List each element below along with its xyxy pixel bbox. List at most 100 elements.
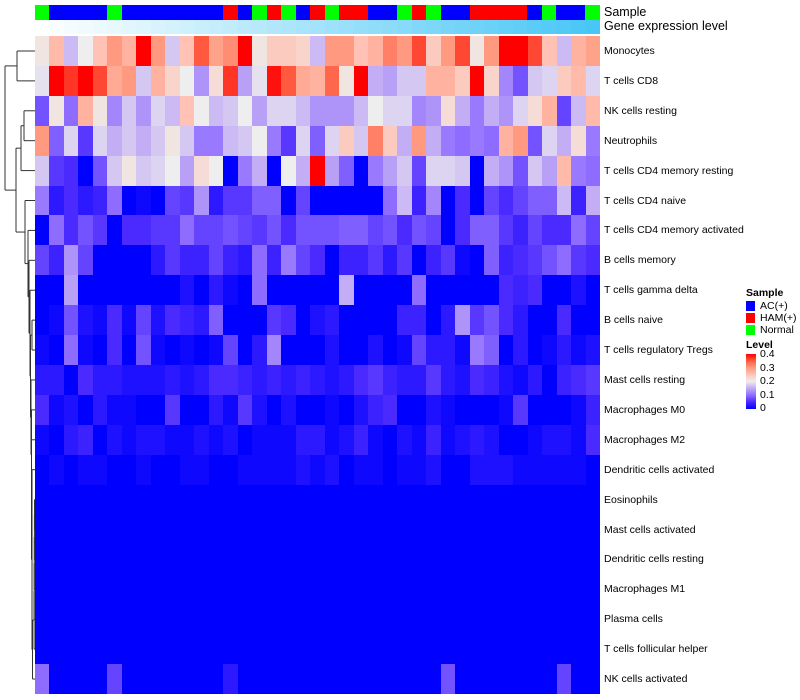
heatmap-cell <box>78 95 93 126</box>
heatmap-cell <box>179 484 195 515</box>
heatmap-cell <box>310 36 325 66</box>
heatmap-cell <box>556 335 572 365</box>
heatmap-cell <box>121 95 137 126</box>
heatmap-cell <box>382 36 398 66</box>
heatmap-cell <box>542 245 557 276</box>
heatmap-cell <box>310 484 325 515</box>
heatmap-cell <box>455 305 470 336</box>
sample-annotation-cell <box>411 5 427 20</box>
heatmap-cell <box>266 364 282 395</box>
heatmap-cell <box>295 364 311 395</box>
heatmap-cell <box>513 394 528 425</box>
heatmap-cell <box>150 36 166 66</box>
gene-annotation-cell <box>194 20 209 34</box>
heatmap-cell <box>455 574 470 605</box>
heatmap-cell <box>237 664 253 694</box>
heatmap-cell <box>571 574 586 605</box>
heatmap-cell <box>498 65 514 96</box>
heatmap-cell <box>556 36 572 66</box>
heatmap-cell <box>252 335 267 365</box>
heatmap-cell <box>295 394 311 425</box>
heatmap-cell <box>179 454 195 485</box>
heatmap-cell <box>121 514 137 545</box>
heatmap-cell <box>556 155 572 186</box>
heatmap-cell <box>223 155 238 186</box>
heatmap-cell <box>498 664 514 694</box>
heatmap-cell <box>411 634 427 665</box>
heatmap-cell <box>78 574 93 605</box>
heatmap-cell <box>150 335 166 365</box>
heatmap-cell <box>498 95 514 126</box>
heatmap-cell <box>237 215 253 246</box>
heatmap-cell <box>339 125 354 156</box>
heatmap-cell <box>571 335 586 365</box>
heatmap-cell <box>49 574 64 605</box>
sample-annotation-cell <box>324 5 340 20</box>
heatmap-cell <box>194 634 209 665</box>
heatmap-cell <box>556 574 572 605</box>
heatmap-cell <box>513 185 528 216</box>
heatmap-cell <box>368 335 383 365</box>
heatmap-cell <box>63 65 79 96</box>
heatmap-cell <box>426 514 441 545</box>
heatmap-cell <box>440 95 456 126</box>
heatmap-cell <box>165 424 180 455</box>
heatmap-cell <box>208 424 224 455</box>
heatmap-cell <box>136 245 151 276</box>
row-label: B cells naive <box>604 314 663 327</box>
heatmap-cell <box>397 155 412 186</box>
sample-annotation-cell <box>223 5 238 20</box>
heatmap-cell <box>63 36 79 66</box>
heatmap-cell <box>136 364 151 395</box>
heatmap-cell <box>498 125 514 156</box>
heatmap-cell <box>484 275 499 306</box>
heatmap-cell <box>339 335 354 365</box>
sample-annotation-cell <box>382 5 398 20</box>
gene-annotation-cell <box>484 20 499 34</box>
heatmap-cell <box>397 634 412 665</box>
heatmap-cell <box>266 36 282 66</box>
heatmap-cell <box>556 95 572 126</box>
heatmap-cell <box>150 215 166 246</box>
heatmap-cell <box>426 574 441 605</box>
heatmap-cell <box>49 664 64 694</box>
heatmap-cell <box>266 604 282 635</box>
heatmap-cell <box>513 335 528 365</box>
heatmap-cell <box>107 574 122 605</box>
heatmap-cell <box>295 664 311 694</box>
heatmap-cell <box>411 155 427 186</box>
legend-swatch-normal <box>746 325 755 335</box>
heatmap-cell <box>136 65 151 96</box>
heatmap-cell <box>295 424 311 455</box>
legend-swatch-ham <box>746 313 755 323</box>
heatmap-cell <box>179 245 195 276</box>
heatmap-cell <box>455 95 470 126</box>
heatmap-cell <box>252 484 267 515</box>
heatmap-cell <box>121 664 137 694</box>
row-label: B cells memory <box>604 254 676 267</box>
heatmap-cell <box>179 125 195 156</box>
heatmap-cell <box>382 155 398 186</box>
sample-annotation-cell <box>585 5 600 20</box>
heatmap-cell <box>281 424 296 455</box>
heatmap-cell <box>92 215 108 246</box>
heatmap-cell <box>542 574 557 605</box>
heatmap-cell <box>194 95 209 126</box>
heatmap-cell <box>252 185 267 216</box>
heatmap-cell <box>324 604 340 635</box>
heatmap-cell <box>165 305 180 336</box>
heatmap-cell <box>121 36 137 66</box>
heatmap-cell <box>78 245 93 276</box>
heatmap-cell <box>63 454 79 485</box>
heatmap-cell <box>295 185 311 216</box>
heatmap-cell <box>339 454 354 485</box>
heatmap-cell <box>281 215 296 246</box>
heatmap-cell <box>150 394 166 425</box>
heatmap-cell <box>368 364 383 395</box>
heatmap-cell <box>469 305 485 336</box>
heatmap-cell <box>513 215 528 246</box>
heatmap-cell <box>237 364 253 395</box>
heatmap-cell <box>63 335 79 365</box>
heatmap-cell <box>324 215 340 246</box>
heatmap-cell <box>35 335 50 365</box>
